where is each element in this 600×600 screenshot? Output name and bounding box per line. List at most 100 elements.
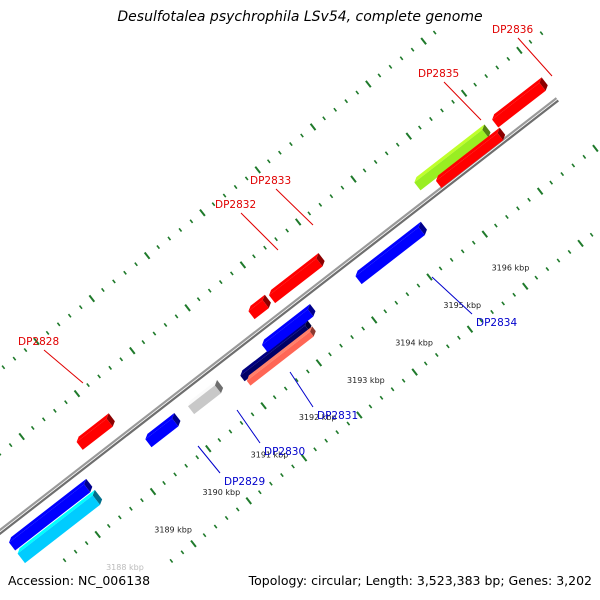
summary-label: Topology: circular; Length: 3,523,383 bp… [248, 573, 592, 588]
tick-mark [512, 292, 517, 297]
gene-dp2834-face [355, 227, 425, 285]
tick-mark [134, 262, 138, 267]
feature-unlabeled-top [17, 489, 95, 554]
gene-label-dp2836: DP2836 [492, 24, 533, 36]
feature-unlabeled-top [262, 303, 310, 345]
tick-mark [473, 82, 478, 87]
tick-mark [222, 193, 227, 198]
tick-mark [86, 382, 90, 388]
tick-mark [434, 352, 439, 357]
gene-dp2834-side [418, 221, 427, 236]
tick-mark [45, 330, 50, 335]
gene-label-dp2833: DP2833 [250, 175, 291, 187]
leader-line [275, 188, 314, 226]
scale-label: 3190 kbp [202, 488, 240, 497]
tick-mark [416, 283, 421, 288]
tick-mark [254, 166, 261, 174]
tick-mark [328, 352, 332, 357]
tick-mark [300, 454, 308, 462]
gene-dp2834-top [355, 221, 421, 277]
tick-marks [0, 30, 599, 563]
tick-mark [129, 346, 136, 355]
tick-mark [202, 533, 207, 538]
tick-mark [405, 132, 413, 140]
tick-mark [501, 301, 506, 306]
tick-mark [423, 361, 428, 366]
tick-mark [315, 359, 323, 367]
tick-mark [432, 30, 437, 35]
tick-mark [260, 401, 267, 410]
gene-dp2833-side [316, 253, 325, 267]
tick-mark [362, 168, 367, 173]
tick-mark [329, 194, 334, 199]
tick-mark [411, 368, 418, 376]
tick-mark [62, 558, 67, 563]
tick-mark [211, 202, 216, 207]
scale-label: 3191 kbp [251, 451, 289, 460]
tick-mark [484, 74, 489, 79]
gene-dp2828-top [76, 413, 109, 443]
tick-mark [272, 395, 277, 400]
tick-mark [250, 412, 255, 417]
gene-dp2835-side [482, 124, 491, 138]
gene-dp2829-side [172, 413, 181, 427]
tick-mark [466, 325, 474, 333]
feature-unlabeled-side [307, 303, 316, 317]
tick-mark [199, 208, 206, 217]
tick-mark [291, 464, 295, 469]
tick-mark [23, 347, 28, 353]
tick-mark [64, 400, 68, 405]
tick-mark [318, 202, 323, 207]
scale-label: 3192 kbp [299, 413, 337, 422]
tick-mark [457, 335, 461, 340]
gene-dp2836-top [492, 77, 542, 120]
tick-mark [205, 444, 212, 453]
tick-mark [53, 408, 57, 413]
tick-mark [141, 340, 146, 345]
tick-mark [217, 438, 222, 443]
tick-mark [184, 304, 191, 312]
tick-mark [143, 251, 151, 260]
gene-dp2828-side [106, 413, 115, 427]
feature-unlabeled-face [9, 484, 91, 551]
tick-mark [350, 175, 357, 183]
feature-unlabeled [246, 326, 316, 386]
feature-unlabeled-face [262, 309, 314, 353]
tick-mark [300, 133, 304, 138]
gene-features [9, 77, 548, 564]
tick-mark [420, 37, 427, 45]
gene-dp2836 [492, 77, 548, 128]
tick-mark [505, 214, 509, 220]
feature-unlabeled [262, 303, 316, 353]
feature-unlabeled-side [309, 326, 316, 337]
tick-mark [592, 144, 599, 153]
tick-mark [479, 318, 483, 323]
feature-unlabeled-top [9, 478, 87, 543]
tick-mark [1, 365, 6, 370]
tick-mark [244, 176, 249, 181]
tick-mark [305, 369, 310, 374]
leader-line [197, 445, 221, 474]
tick-mark [340, 185, 345, 190]
gene-dp2829-top [145, 413, 175, 440]
gene-label-dp2830: DP2830 [264, 446, 305, 458]
tick-mark [307, 211, 312, 216]
leader-line [443, 81, 482, 121]
tick-mark [269, 481, 273, 486]
tick-mark [370, 316, 378, 324]
gene-label-dp2828: DP2828 [18, 336, 59, 348]
tick-mark [516, 206, 520, 211]
tick-mark [365, 80, 372, 88]
scale-label: 3196 kbp [492, 264, 530, 273]
tick-mark [361, 326, 366, 331]
tick-mark [119, 357, 124, 362]
tick-mark [123, 270, 127, 275]
tick-mark [294, 377, 299, 383]
tick-mark [344, 99, 349, 104]
tick-mark [184, 463, 189, 468]
tick-mark [440, 108, 444, 113]
tick-mark [506, 56, 511, 61]
tick-mark [41, 417, 46, 422]
tick-mark [257, 490, 262, 495]
leader-line [43, 349, 84, 384]
